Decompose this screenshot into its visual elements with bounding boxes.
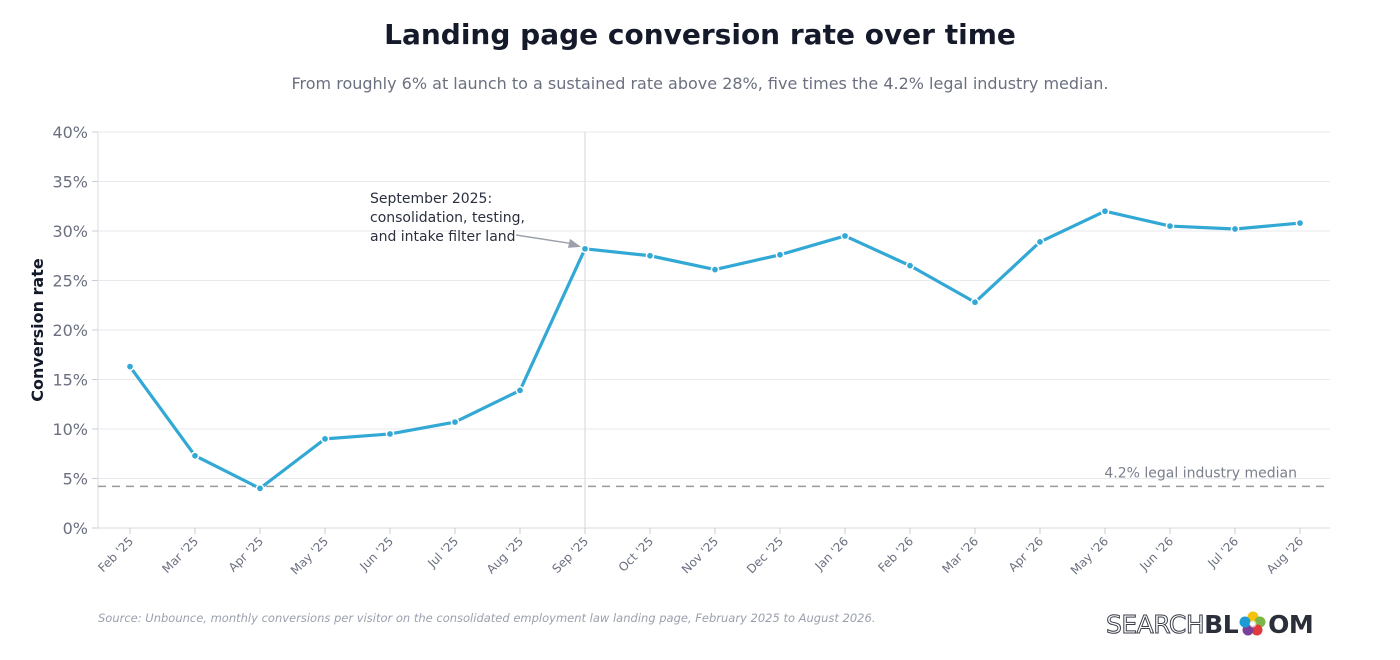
data-point	[905, 261, 915, 270]
x-tick-label: Apr '25	[226, 534, 266, 574]
x-tick-label: Feb '26	[875, 534, 916, 575]
data-point	[1100, 206, 1110, 216]
chart-subtitle: From roughly 6% at launch to a sustained…	[291, 74, 1109, 93]
x-tick-label: Mar '26	[939, 534, 981, 576]
logo-text-search: SEARCH	[1105, 610, 1205, 640]
x-tick-label: Jun '25	[356, 534, 396, 574]
data-point	[710, 265, 720, 274]
y-tick-label: 25%	[52, 272, 88, 291]
annotation-arrow-head	[568, 238, 581, 248]
y-tick-label: 20%	[52, 321, 88, 340]
data-point	[1230, 224, 1240, 234]
annotation-line: and intake filter land	[370, 229, 516, 245]
data-point	[775, 250, 785, 260]
data-point	[1295, 218, 1305, 228]
y-tick-label: 5%	[63, 470, 88, 489]
x-tick-label: Jul '25	[424, 534, 461, 571]
data-point	[190, 451, 200, 461]
data-point	[580, 244, 590, 254]
y-axis-label: Conversion rate	[28, 258, 47, 402]
x-tick-label: Oct '25	[616, 534, 656, 574]
data-point	[840, 231, 850, 241]
flower-icon	[1238, 611, 1268, 636]
x-tick-label: Nov '25	[679, 534, 721, 576]
annotation-arrow-shaft	[515, 234, 574, 245]
data-point	[645, 251, 655, 261]
data-point	[1165, 221, 1175, 231]
x-tick-label: May '25	[288, 534, 331, 577]
y-tick-label: 30%	[52, 222, 88, 241]
annotation-line: consolidation, testing,	[370, 210, 525, 226]
x-tick-label: Apr '26	[1006, 534, 1046, 574]
y-tick-label: 40%	[52, 123, 88, 142]
series-line	[128, 209, 1302, 490]
y-tick-label: 35%	[52, 173, 88, 192]
data-point	[515, 386, 525, 395]
data-point	[255, 484, 265, 493]
reference-line-label: 4.2% legal industry median	[1104, 465, 1297, 481]
data-point	[320, 434, 330, 444]
data-point	[125, 362, 135, 371]
x-tick-label: Jul '26	[1204, 534, 1241, 571]
x-tick-label: Dec '25	[744, 534, 786, 576]
data-point	[450, 417, 460, 427]
logo-text-bl: BL	[1204, 610, 1239, 639]
x-tick-label: Aug '26	[1264, 534, 1306, 576]
data-point	[1035, 237, 1045, 247]
x-tick-label: May '26	[1068, 534, 1111, 577]
source-note: Source: Unbounce, monthly conversions pe…	[98, 611, 876, 625]
data-point	[385, 429, 395, 439]
x-tick-label: Mar '25	[159, 534, 201, 576]
x-tick-label: Sep '25	[549, 534, 591, 576]
y-tick-label: 10%	[52, 420, 88, 439]
annotation-line: September 2025:	[370, 191, 492, 207]
y-tick-label: 15%	[52, 371, 88, 390]
x-tick-label: Feb '25	[95, 534, 136, 575]
y-tick-label: 0%	[63, 519, 88, 538]
x-tick-label: Aug '25	[484, 534, 526, 576]
x-tick-label: Jun '26	[1136, 534, 1176, 574]
chart-title: Landing page conversion rate over time	[384, 18, 1016, 51]
x-tick-label: Jan '26	[812, 534, 852, 574]
logo-text-om: OM	[1268, 610, 1314, 639]
data-point	[970, 297, 980, 307]
searchbloom-logo: SEARCHBL OM	[1105, 606, 1336, 646]
